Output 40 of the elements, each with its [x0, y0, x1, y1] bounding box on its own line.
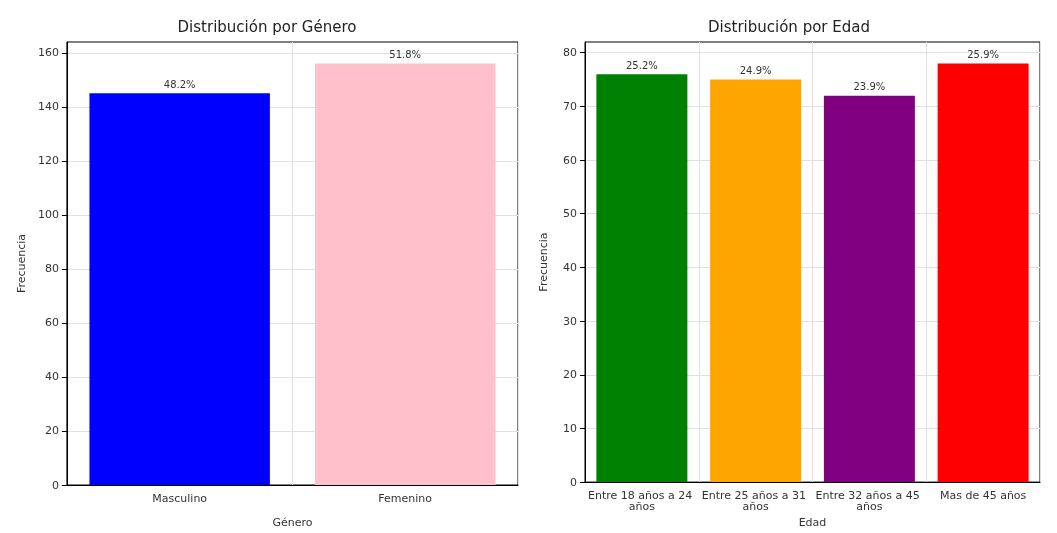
annotation: 24.9%: [739, 65, 772, 77]
bar: [710, 79, 802, 483]
x-axis-title: Género: [272, 516, 313, 529]
annotation: 51.8%: [389, 49, 422, 61]
y-tick-label: 10: [563, 421, 577, 435]
x-tick-label: Mas de 45 años: [939, 489, 1027, 503]
y-axis-title: Frecuencia: [537, 232, 550, 292]
y-tick-label: 0: [51, 478, 59, 492]
y-tick-label: 80: [563, 46, 577, 60]
y-tick-label: 40: [563, 260, 577, 274]
x-tick-label: Entre 25 años a 31 años: [701, 489, 810, 514]
y-tick-label: 80: [44, 262, 59, 276]
bar: [596, 74, 688, 483]
bar: [823, 95, 915, 483]
y-tick-label: 20: [563, 368, 577, 382]
y-tick-label: 50: [563, 207, 577, 221]
y-tick-label: 30: [563, 314, 577, 328]
y-tick-label: 60: [563, 153, 577, 167]
x-tick-label: Entre 32 años a 45 años: [815, 489, 924, 514]
y-axis-title: Frecuencia: [15, 233, 28, 294]
bar: [937, 63, 1029, 483]
x-tick-label: Femenino: [378, 492, 433, 505]
y-tick-label: 40: [44, 370, 59, 384]
x-tick-label: Entre 18 años a 24 años: [588, 489, 696, 514]
y-tick-label: 70: [563, 99, 577, 113]
y-tick-label: 140: [37, 100, 59, 114]
annotation: 25.2%: [625, 59, 658, 71]
y-tick-label: 20: [44, 424, 59, 438]
annotation: 23.9%: [853, 81, 886, 93]
x-tick-label: Masculino: [152, 492, 208, 505]
y-tick-label: 0: [570, 475, 577, 489]
y-tick-label: 120: [37, 154, 59, 168]
chart-title: Distribución por Género: [177, 17, 357, 36]
annotation: 48.2%: [163, 78, 196, 90]
y-tick-label: 160: [37, 46, 59, 60]
annotation: 25.9%: [967, 48, 1000, 60]
y-tick-label: 60: [44, 316, 59, 330]
y-tick-label: 100: [37, 208, 59, 222]
chart-title: Distribución por Edad: [708, 17, 870, 36]
x-axis-title: Edad: [798, 516, 827, 529]
